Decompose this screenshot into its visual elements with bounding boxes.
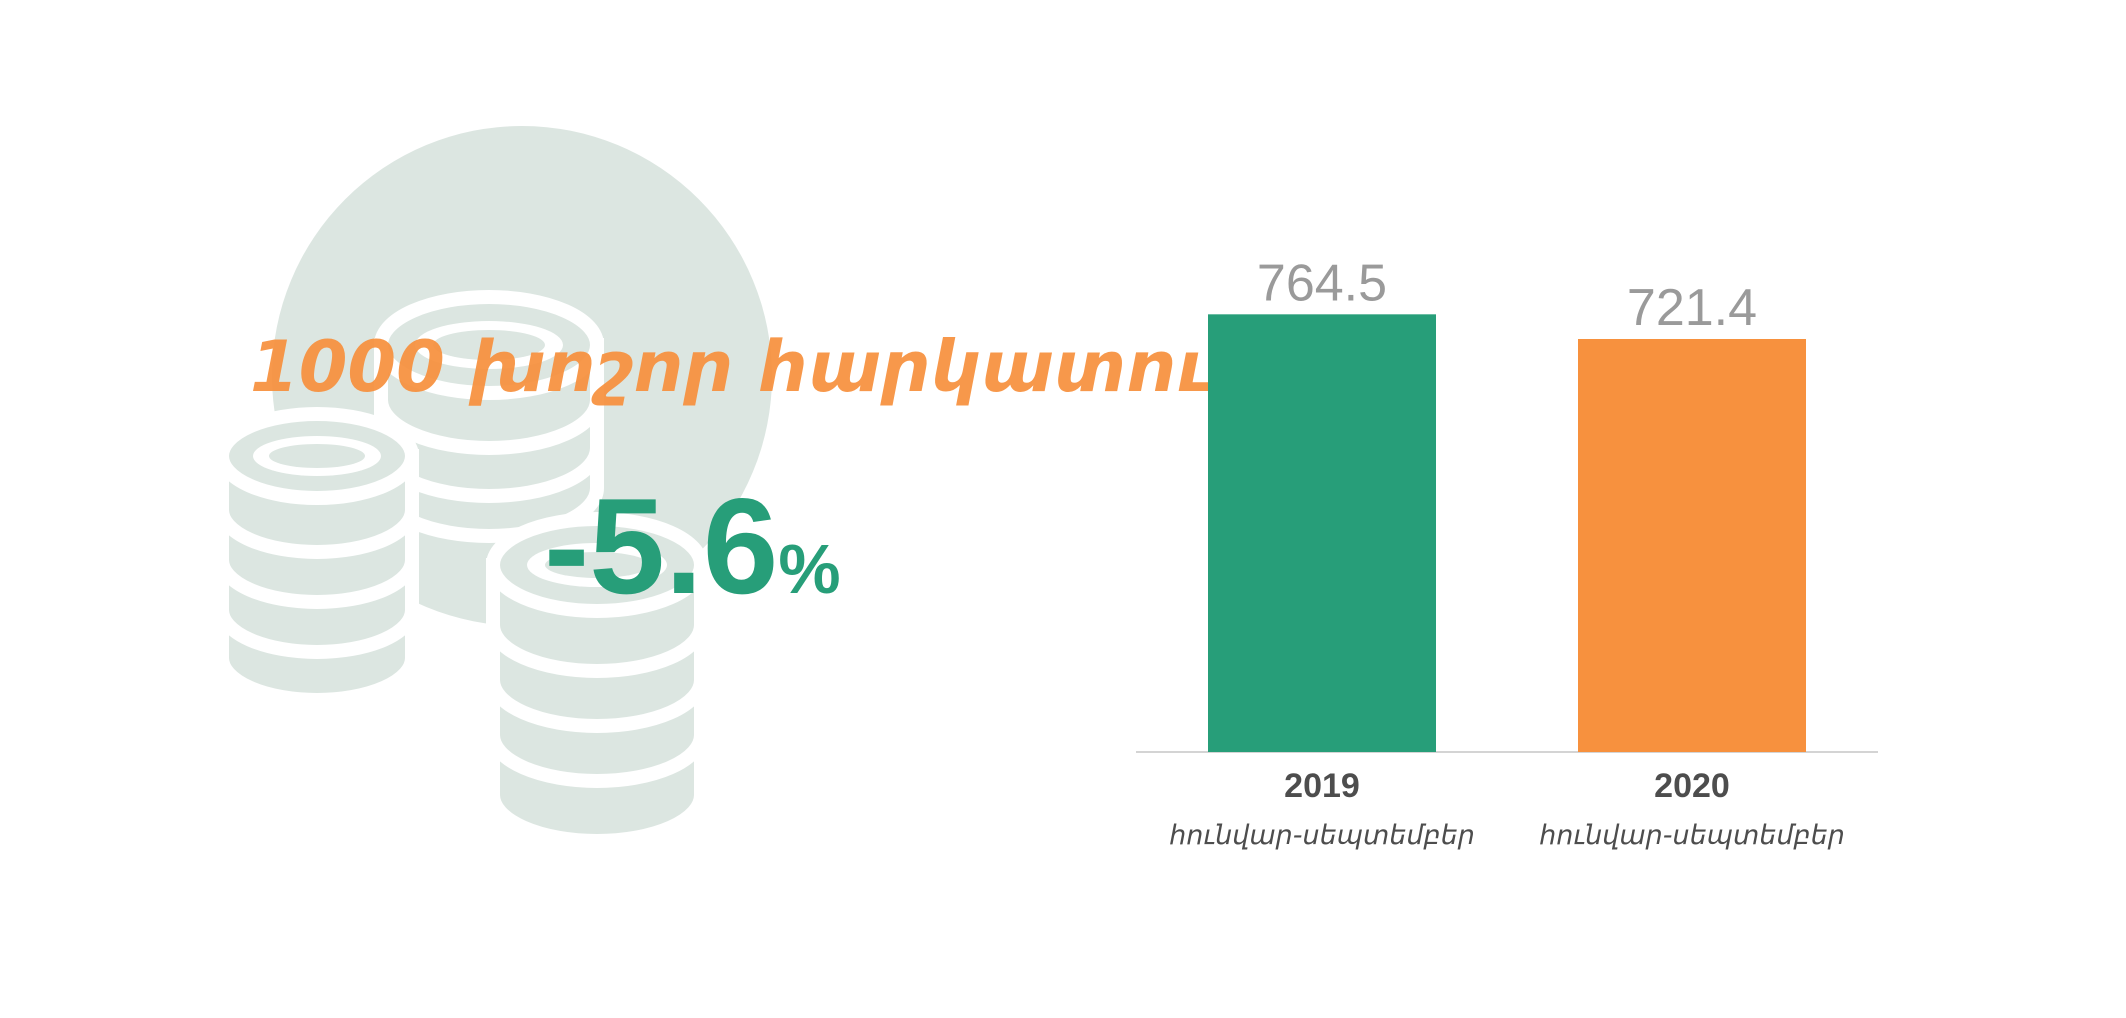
percent-symbol: % [778,530,841,608]
data-label-2019: 764.5 [1257,254,1387,312]
tick-sublabel-2020: հունվար-սեպտեմբեր [1539,820,1845,851]
change-value: -5.6 [544,470,779,622]
tick-sublabel-2019: հունվար-սեպտեմբեր [1169,820,1475,851]
bar-2019 [1208,314,1436,752]
data-label-2020: 721.4 [1627,279,1757,337]
tick-label-2020: 2020 [1654,767,1730,805]
headline: 1000 խոշոր հարկատուներ [250,326,1364,408]
bar-2020 [1578,338,1806,752]
change-percent: -5.6% [544,478,841,614]
tick-label-2019: 2019 [1284,767,1360,805]
